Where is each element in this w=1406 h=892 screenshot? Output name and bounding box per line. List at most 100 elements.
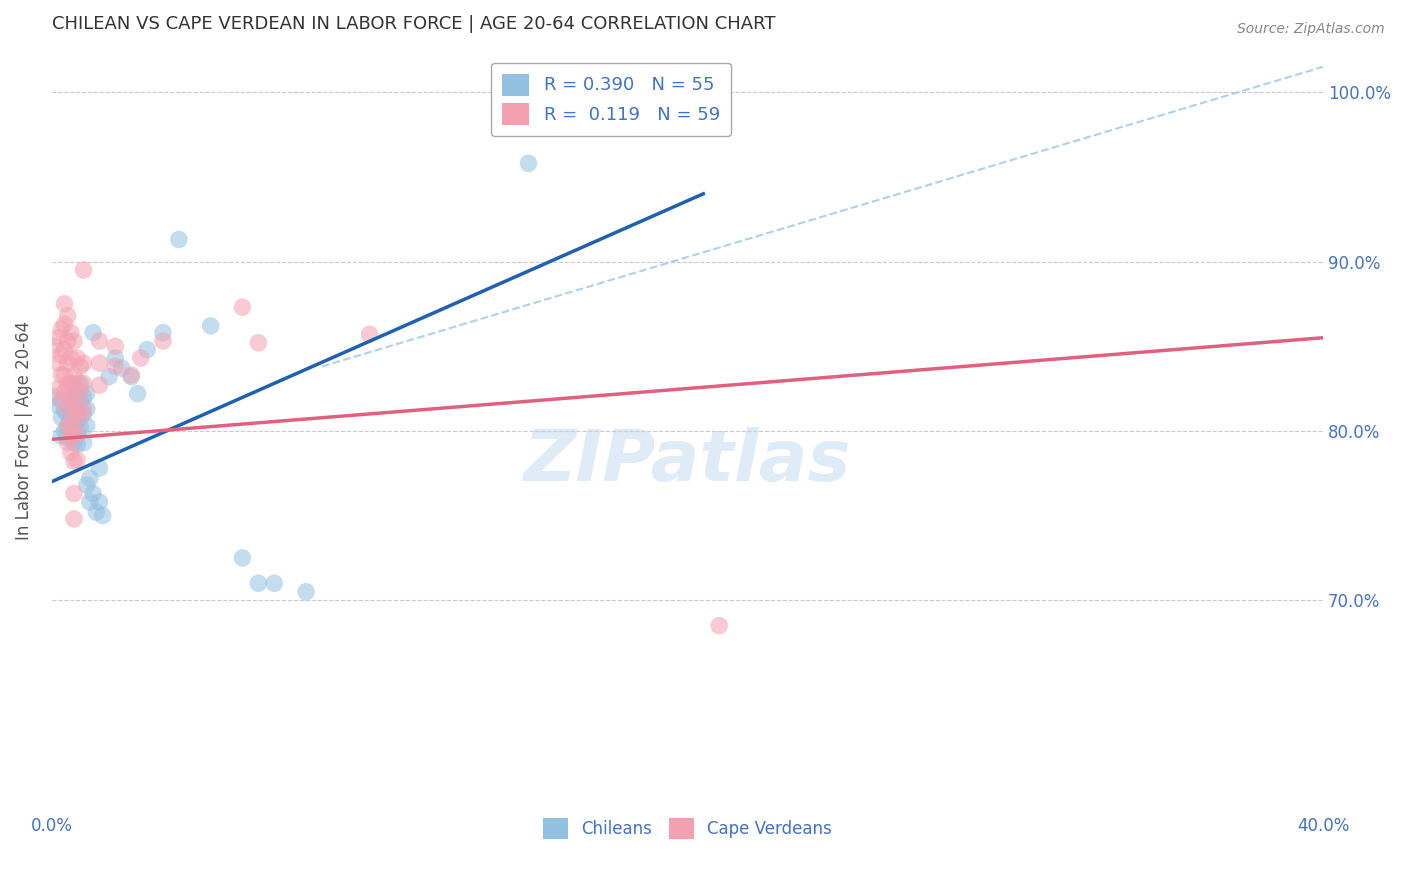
Point xyxy=(59,390,82,404)
Point xyxy=(56,435,79,450)
Point xyxy=(46,331,69,345)
Point xyxy=(69,410,91,425)
Point xyxy=(69,384,91,399)
Point xyxy=(53,317,76,331)
Point xyxy=(44,339,66,353)
Point xyxy=(59,418,82,433)
Point xyxy=(56,418,79,433)
Point xyxy=(56,309,79,323)
Point xyxy=(51,393,73,408)
Point xyxy=(72,401,94,416)
Point xyxy=(167,232,190,246)
Point xyxy=(200,318,222,333)
Point xyxy=(79,495,101,509)
Point xyxy=(53,343,76,357)
Point xyxy=(53,368,76,382)
Point xyxy=(72,407,94,421)
Point xyxy=(66,427,89,442)
Point xyxy=(72,376,94,391)
Point xyxy=(51,368,73,382)
Point xyxy=(63,407,86,421)
Point xyxy=(63,424,86,438)
Point xyxy=(56,356,79,370)
Point xyxy=(76,418,98,433)
Point xyxy=(66,414,89,428)
Point xyxy=(53,424,76,438)
Point xyxy=(51,429,73,443)
Point xyxy=(56,431,79,445)
Point xyxy=(66,376,89,391)
Point xyxy=(263,576,285,591)
Point xyxy=(63,512,86,526)
Point xyxy=(46,382,69,396)
Point xyxy=(79,471,101,485)
Point xyxy=(76,401,98,416)
Point xyxy=(53,297,76,311)
Point xyxy=(129,351,152,365)
Point xyxy=(44,390,66,404)
Point xyxy=(517,156,540,170)
Point xyxy=(69,359,91,374)
Point xyxy=(63,429,86,443)
Point xyxy=(59,376,82,391)
Point xyxy=(63,380,86,394)
Point xyxy=(247,576,270,591)
Point xyxy=(76,386,98,401)
Point xyxy=(63,368,86,382)
Point xyxy=(59,407,82,421)
Point xyxy=(53,384,76,399)
Point xyxy=(63,390,86,404)
Point xyxy=(89,461,111,475)
Point xyxy=(63,334,86,348)
Point xyxy=(69,420,91,434)
Point xyxy=(120,368,142,382)
Point xyxy=(104,351,127,365)
Point xyxy=(46,399,69,413)
Point xyxy=(82,326,104,340)
Point xyxy=(66,386,89,401)
Point xyxy=(69,376,91,391)
Point xyxy=(89,378,111,392)
Point xyxy=(231,300,253,314)
Point xyxy=(231,550,253,565)
Point xyxy=(59,429,82,443)
Text: ZIPatlas: ZIPatlas xyxy=(524,427,851,496)
Point xyxy=(51,322,73,336)
Text: CHILEAN VS CAPE VERDEAN IN LABOR FORCE | AGE 20-64 CORRELATION CHART: CHILEAN VS CAPE VERDEAN IN LABOR FORCE |… xyxy=(52,15,775,33)
Point xyxy=(104,339,127,353)
Point xyxy=(56,418,79,433)
Point xyxy=(63,393,86,408)
Point xyxy=(63,418,86,433)
Point xyxy=(136,343,159,357)
Legend: Chileans, Cape Verdeans: Chileans, Cape Verdeans xyxy=(536,812,838,846)
Point xyxy=(111,361,134,376)
Point xyxy=(63,454,86,468)
Point xyxy=(104,359,127,374)
Point xyxy=(91,508,114,523)
Point xyxy=(66,425,89,440)
Point xyxy=(295,584,318,599)
Point xyxy=(89,356,111,370)
Point xyxy=(76,478,98,492)
Point xyxy=(120,369,142,384)
Point xyxy=(56,378,79,392)
Point xyxy=(72,263,94,277)
Point xyxy=(89,334,111,348)
Point xyxy=(63,435,86,450)
Point xyxy=(56,407,79,421)
Point xyxy=(97,369,120,384)
Point xyxy=(359,327,381,342)
Point xyxy=(72,390,94,404)
Point xyxy=(53,403,76,417)
Point xyxy=(709,618,731,632)
Point xyxy=(69,395,91,409)
Point xyxy=(59,446,82,460)
Point xyxy=(46,356,69,370)
Point xyxy=(66,401,89,416)
Point xyxy=(63,486,86,500)
Point xyxy=(84,505,107,519)
Point xyxy=(72,435,94,450)
Point xyxy=(51,348,73,362)
Point xyxy=(56,401,79,416)
Point xyxy=(66,452,89,467)
